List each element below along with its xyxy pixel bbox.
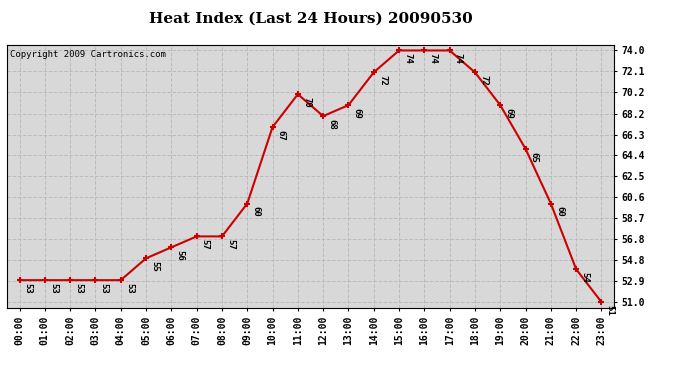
Text: 51: 51 (606, 305, 615, 315)
Text: 53: 53 (75, 283, 83, 294)
Text: 74: 74 (403, 53, 412, 64)
Text: 54: 54 (580, 272, 589, 283)
Text: 72: 72 (378, 75, 387, 86)
Text: 74: 74 (428, 53, 437, 64)
Text: 57: 57 (226, 239, 235, 250)
Text: 70: 70 (302, 97, 311, 108)
Text: 67: 67 (277, 130, 286, 141)
Text: 53: 53 (99, 283, 108, 294)
Text: 69: 69 (504, 108, 513, 118)
Text: 60: 60 (555, 206, 564, 217)
Text: 74: 74 (454, 53, 463, 64)
Text: 72: 72 (479, 75, 488, 86)
Text: Heat Index (Last 24 Hours) 20090530: Heat Index (Last 24 Hours) 20090530 (148, 11, 473, 25)
Text: 65: 65 (530, 152, 539, 162)
Text: 57: 57 (201, 239, 210, 250)
Text: 53: 53 (125, 283, 134, 294)
Text: 69: 69 (353, 108, 362, 118)
Text: 53: 53 (23, 283, 32, 294)
Text: 68: 68 (327, 119, 336, 130)
Text: 60: 60 (251, 206, 260, 217)
Text: 53: 53 (49, 283, 58, 294)
Text: 56: 56 (175, 250, 184, 261)
Text: 55: 55 (150, 261, 159, 272)
Text: Copyright 2009 Cartronics.com: Copyright 2009 Cartronics.com (10, 50, 166, 59)
